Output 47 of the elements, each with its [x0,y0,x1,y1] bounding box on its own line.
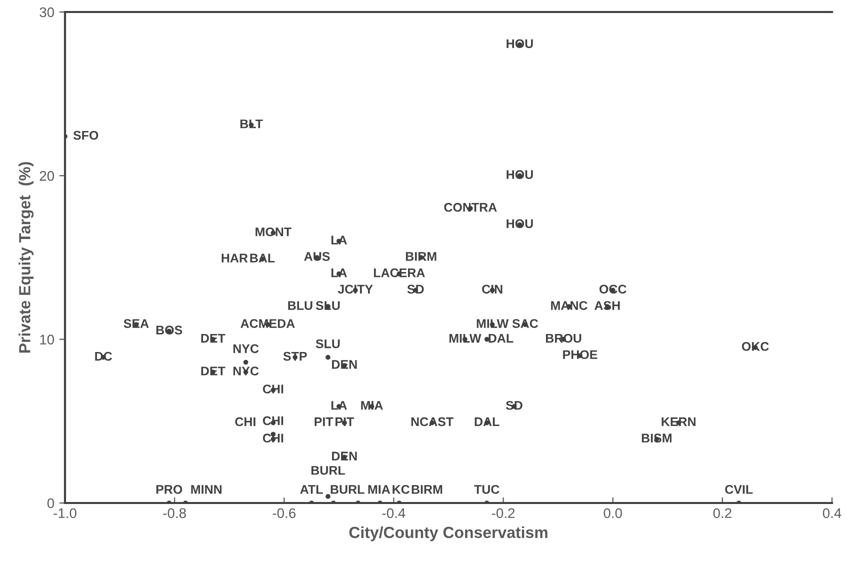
data-label: PRO [156,485,182,494]
data-label: OCC [599,284,626,294]
data-label: DEN [332,360,357,369]
data-label: KERN [662,417,696,426]
data-label: CONTRA [444,202,497,212]
data-label: NYC [233,344,259,354]
data-label: MIA [368,485,390,494]
data-label: HAR [222,254,248,262]
data-label: BURL [311,466,345,475]
x-axis-title: City/County Conservatism [349,526,548,542]
data-label: HOU [506,39,533,48]
data-label: BROU [546,334,582,343]
x-tick-label: -1.0 [54,508,76,518]
x-tick-label: 0.0 [604,508,622,518]
data-label: BISM [642,434,672,443]
data-label: SLU [316,301,340,310]
x-tick-label: -0.6 [272,508,296,518]
data-label: AUS [304,252,330,261]
data-label: BIRM [412,485,442,494]
data-label: DAL [488,334,514,343]
data-label: CHI [235,417,256,426]
data-label: SLU [316,339,340,348]
data-label: MINN [191,485,222,494]
data-label: KC [392,485,410,494]
y-tick-label: 30 [40,7,54,18]
data-label: TUC [474,485,500,494]
x-tick-label: 0.4 [822,508,842,518]
y-tick-label: 10 [40,334,54,345]
data-label: PIT [314,417,334,426]
data-label: ACMEDA [240,319,295,328]
x-tick-label: 0.2 [713,508,732,518]
data-label: BLU [288,301,312,310]
data-label: BOS [156,326,182,335]
y-axis-title: Private Equity Target (%) [18,162,34,353]
y-tick-label: 0 [47,498,54,508]
x-tick-label: -0.8 [163,508,186,518]
data-label: MANC [551,301,588,310]
data-label: LACERA [374,268,425,278]
x-tick-label: -0.4 [382,508,406,518]
data-label: CVIL [725,485,753,494]
x-tick-label: -0.2 [492,508,515,518]
data-label: BURL [330,485,364,494]
y-tick-label: 20 [40,171,54,181]
data-label: ATL [300,485,323,494]
data-label: HOU [506,170,533,180]
data-label: HOU [506,219,533,228]
data-label: SFO [73,130,98,140]
